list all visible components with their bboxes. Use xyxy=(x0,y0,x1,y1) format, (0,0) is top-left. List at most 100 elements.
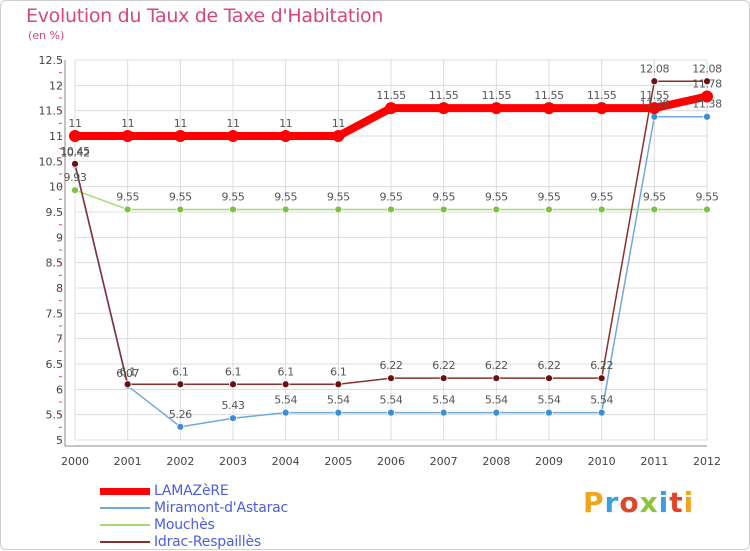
x-tick-label: 2009 xyxy=(535,455,563,468)
data-point xyxy=(597,205,606,214)
y-tick-label: 12 xyxy=(49,79,63,92)
data-point xyxy=(597,408,606,417)
data-label: 9.93 xyxy=(64,171,87,184)
data-point xyxy=(492,374,501,383)
data-label: 5.54 xyxy=(274,394,297,407)
legend-label: LAMAZèRE xyxy=(154,483,229,499)
data-label: 6.22 xyxy=(380,359,403,372)
data-point xyxy=(334,380,343,389)
data-label: 9.55 xyxy=(538,190,561,203)
data-label: 11 xyxy=(121,117,134,130)
data-label: 6.22 xyxy=(538,359,561,372)
legend-swatch xyxy=(100,541,150,543)
data-label: 11.55 xyxy=(587,89,617,102)
data-label: 9.55 xyxy=(432,190,455,203)
x-tick-label: 2003 xyxy=(219,455,247,468)
data-label: 10.42 xyxy=(60,146,90,159)
data-point xyxy=(545,374,553,383)
data-point xyxy=(492,205,501,214)
data-point xyxy=(332,130,345,142)
data-point xyxy=(334,408,343,417)
data-label: 9.55 xyxy=(485,190,508,203)
data-label: 10.45 xyxy=(60,145,90,158)
data-point xyxy=(545,205,553,214)
y-tick-label: 8.5 xyxy=(46,257,64,270)
data-point xyxy=(121,130,134,142)
data-point xyxy=(543,102,555,115)
data-point xyxy=(279,130,292,142)
data-label: 11 xyxy=(68,117,81,130)
data-label: 5.54 xyxy=(380,394,403,407)
data-point xyxy=(123,205,132,214)
x-tick-label: 2008 xyxy=(482,455,510,468)
legend-swatch xyxy=(100,507,150,509)
x-tick-label: 2004 xyxy=(272,455,300,468)
legend-label: Mouchès xyxy=(154,517,215,533)
data-point xyxy=(439,205,448,214)
data-point xyxy=(229,414,237,423)
data-label: 11.78 xyxy=(692,77,722,90)
proxiti-logo: Proxiti xyxy=(583,486,695,519)
data-label: 9.55 xyxy=(380,190,403,203)
data-label: 6.22 xyxy=(432,359,455,372)
data-label: 12.08 xyxy=(640,62,670,75)
data-point xyxy=(703,205,711,214)
data-point xyxy=(176,422,185,431)
x-tick-label: 2012 xyxy=(693,455,721,468)
data-label: 6.1 xyxy=(120,365,136,378)
chart-subtitle: (en %) xyxy=(28,29,65,42)
data-point xyxy=(701,90,713,103)
data-point xyxy=(71,186,79,195)
data-label: 11.55 xyxy=(482,89,512,102)
data-label: 9.55 xyxy=(643,190,666,203)
data-point xyxy=(597,374,606,383)
data-point xyxy=(703,112,711,121)
data-label: 11 xyxy=(279,117,292,130)
data-label: 11.55 xyxy=(534,89,564,102)
data-label: 9.55 xyxy=(222,190,245,203)
x-tick-label: 2007 xyxy=(430,455,458,468)
data-label: 11.38 xyxy=(640,98,670,111)
legend-swatch xyxy=(100,524,150,526)
data-label: 11 xyxy=(174,117,187,130)
data-point xyxy=(281,408,290,417)
x-tick-label: 2005 xyxy=(324,455,352,468)
data-point xyxy=(281,380,290,389)
y-tick-label: 9.5 xyxy=(46,206,64,219)
y-tick-label: 10 xyxy=(49,181,63,194)
data-point xyxy=(174,130,187,142)
data-point xyxy=(69,130,81,142)
data-label: 12.08 xyxy=(692,62,722,75)
data-point xyxy=(492,408,501,417)
data-label: 5.54 xyxy=(485,394,508,407)
data-label: 6.22 xyxy=(590,359,613,372)
data-label: 9.55 xyxy=(327,190,350,203)
legend-label: Idrac-Respaillès xyxy=(154,534,261,550)
data-label: 11.38 xyxy=(692,98,722,111)
data-point xyxy=(387,205,395,214)
data-label: 11.55 xyxy=(429,89,459,102)
data-point xyxy=(229,380,237,389)
data-label: 11 xyxy=(226,117,239,130)
x-tick-label: 2006 xyxy=(377,455,405,468)
x-tick-label: 2000 xyxy=(61,455,89,468)
data-label: 5.54 xyxy=(538,394,561,407)
data-label: 6.22 xyxy=(485,359,508,372)
data-point xyxy=(650,112,659,121)
data-label: 11.55 xyxy=(640,89,670,102)
data-label: 11.55 xyxy=(376,89,406,102)
data-label: 5.54 xyxy=(432,394,455,407)
data-point xyxy=(437,102,450,115)
data-point xyxy=(176,380,185,389)
data-label: 5.54 xyxy=(590,394,613,407)
data-point xyxy=(281,205,290,214)
data-label: 6.1 xyxy=(278,365,294,378)
y-tick-label: 7.5 xyxy=(46,307,64,320)
data-label: 6.1 xyxy=(330,365,346,378)
data-point xyxy=(490,102,503,115)
y-tick-label: 10.5 xyxy=(39,155,64,168)
data-label: 9.55 xyxy=(696,190,719,203)
data-point xyxy=(123,380,132,389)
data-label: 6.1 xyxy=(225,365,241,378)
